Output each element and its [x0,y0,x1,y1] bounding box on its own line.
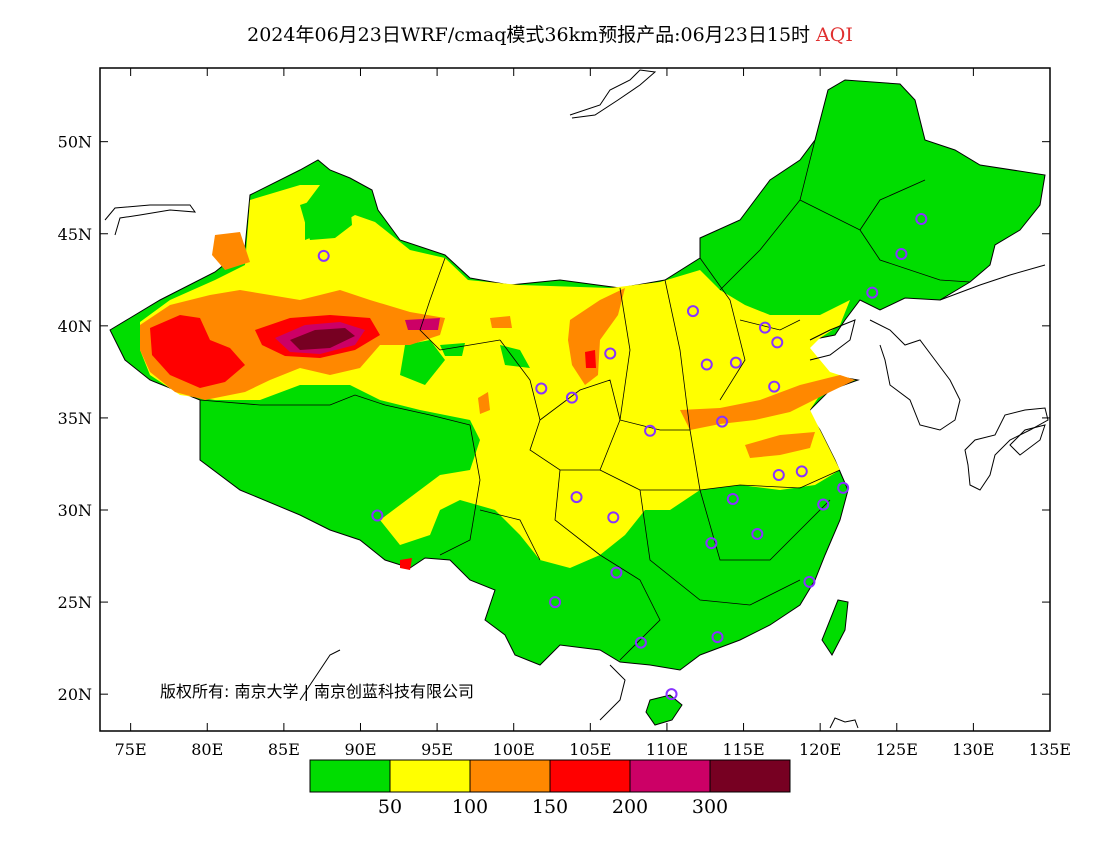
lat-tick-label: 30N [58,501,92,520]
station-marker [895,248,908,261]
station-marker [817,498,830,511]
aqi-region-green [500,345,530,368]
legend-label: 100 [452,796,488,818]
aqi-region-green [300,195,352,240]
map-frame [99,67,1051,732]
aqi-region-orange [212,232,250,270]
legend-swatch [309,759,391,793]
aqi-region-magenta [405,318,440,330]
legend-label: 300 [692,796,728,818]
lon-tick-label: 130E [952,740,994,759]
lat-tick-label: 45N [58,225,92,244]
station-marker [535,382,548,395]
aqi-region-green [440,343,465,356]
station-markers [317,213,928,701]
station-marker [686,305,699,318]
station-marker [803,575,816,588]
lat-tick-label: 50N [58,133,92,152]
lat-tick-label: 20N [58,685,92,704]
station-marker [729,356,742,369]
aqi-legend: 50 100 150 200 300 [309,759,791,818]
legend-swatch [629,759,711,793]
hainan-island [645,694,683,726]
province-boundaries [199,139,971,661]
station-marker [915,213,928,226]
station-marker [705,537,718,550]
copyright-text: 版权所有: 南京大学 | 南京创蓝科技有限公司 [160,682,474,701]
legend-label: 50 [378,796,402,818]
lon-tick-label: 135E [1029,740,1071,759]
pollutant-label: AQI [816,24,853,46]
lon-tick-label: 85E [268,740,300,759]
aqi-region-orange [490,316,512,328]
station-marker [610,566,623,579]
legend-swatch [549,759,631,793]
coastlines [104,69,1049,729]
station-marker [751,527,764,540]
lon-tick-label: 125E [876,740,918,759]
lat-tick-label: 40N [58,317,92,336]
aqi-region-red [400,558,412,570]
station-marker [759,321,771,334]
legend-label: 200 [612,796,648,818]
lon-tick-label: 95E [421,740,453,759]
lat-tick-label: 35N [58,409,92,428]
legend-swatch [469,759,551,793]
station-marker [771,336,784,349]
station-marker [604,347,617,360]
lon-tick-label: 105E [569,740,611,759]
aqi-region-orange [478,392,490,414]
map-title: 2024年06月23日WRF/cmaq模式36km预报产品:06月23日15时 A… [0,20,1100,47]
station-marker [607,511,620,524]
lon-tick-label: 80E [191,740,223,759]
aqi-region-orange [745,432,815,458]
aqi-region-red [585,350,596,368]
station-marker [726,492,739,505]
title-text: 2024年06月23日WRF/cmaq模式36km预报产品:06月23日15时 [247,24,811,46]
aqi-region-dark [290,328,355,350]
aqi-region-orange [568,288,625,385]
station-marker [795,465,808,478]
latitude-axis: 20N 25N 30N 35N 40N 45N 50N [58,133,1050,704]
legend-swatch [709,759,791,793]
station-marker [665,688,678,701]
taiwan-island [821,599,849,656]
lon-tick-label: 100E [493,740,535,759]
station-marker [317,249,330,262]
station-marker [565,391,578,404]
station-marker [549,596,562,609]
aqi-region-red [150,315,245,388]
lon-tick-label: 120E [799,740,841,759]
aqi-region-green [400,340,445,385]
station-marker [371,509,384,522]
lon-tick-label: 75E [115,740,147,759]
station-marker [644,424,657,437]
map-area: 版权所有: 南京大学 | 南京创蓝科技有限公司 [104,69,1049,729]
station-marker [716,415,729,428]
station-marker [837,481,850,494]
station-marker [711,631,724,644]
station-marker [570,491,583,504]
lon-tick-label: 110E [646,740,688,759]
lat-tick-label: 25N [58,593,92,612]
station-marker [768,380,781,393]
longitude-axis: 75E 80E 85E 90E 95E 100E 105E 110E 115E 120E 125E 1… [115,68,1071,759]
station-marker [634,636,647,649]
station-marker [866,286,879,299]
legend-swatch [389,759,471,793]
station-marker [772,469,785,482]
lon-tick-label: 115E [722,740,764,759]
legend-label: 150 [532,796,568,818]
aqi-region-yellow [140,185,855,568]
lon-tick-label: 90E [344,740,376,759]
station-marker [700,358,713,371]
